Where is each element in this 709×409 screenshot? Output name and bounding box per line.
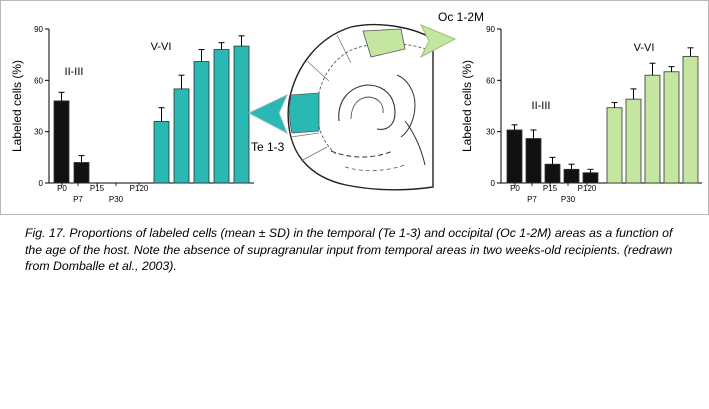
y-axis-label-te: Labeled cells (%): [10, 60, 24, 152]
label-oc: Oc 1-2M: [438, 10, 484, 24]
bar-ii-iii-p15: [544, 163, 561, 184]
bar-v-vi-p30: [213, 49, 230, 184]
legend-v-vi-oc: V-VI: [634, 42, 655, 54]
fiber-tract: [330, 150, 394, 158]
bar-v-vi-p15: [644, 74, 661, 184]
bar-ii-iii-p7: [525, 138, 542, 184]
arrow-oc: [419, 24, 457, 59]
y-axis-oc: 0 30 60 90: [486, 25, 502, 188]
y-tick-label: 30: [486, 128, 495, 137]
x-tick-label-p30: P30: [561, 195, 576, 204]
area-te-highlight: [289, 92, 320, 134]
area-divider: [336, 34, 352, 64]
y-tick-label: 90: [486, 25, 495, 34]
bar-v-vi-p0: [606, 107, 623, 184]
fiber-tract: [344, 164, 406, 171]
bar-v-vi-p30: [663, 71, 680, 184]
x-tick-label-p7: P7: [527, 195, 537, 204]
area-divider: [290, 132, 320, 138]
brain-section-diagram: Te 1-3 Oc 1-2M: [247, 10, 484, 191]
y-axis-te: 0 30 60 90: [34, 25, 50, 188]
thalamus-outline: [404, 120, 426, 166]
y-tick-label: 60: [34, 76, 43, 85]
x-tick-label-p0: P0: [510, 184, 520, 193]
x-tick-label-p120: P120: [578, 184, 597, 193]
y-axis-label-oc: Labeled cells (%): [460, 60, 474, 152]
area-oc-highlight: [362, 28, 406, 58]
x-tick-label-p120: P120: [130, 184, 149, 193]
legend-ii-iii-te: II-III: [65, 66, 84, 78]
bar-ii-iii-p30: [563, 168, 580, 184]
figure-panel: 0 30 60 90 P0 P7 P15 P30 P120 Labeled cells (%)…: [0, 0, 709, 215]
y-tick-label: 0: [491, 179, 496, 188]
bar-v-vi-p0: [153, 121, 170, 184]
x-tick-label-p30: P30: [109, 195, 124, 204]
x-tick-label-p0: P0: [57, 184, 67, 193]
bars-oc: [506, 47, 699, 184]
bar-v-vi-p15: [193, 61, 210, 184]
bar-v-vi-p120: [233, 45, 250, 184]
bar-v-vi-p7: [173, 88, 190, 184]
cortex-inner-border: [316, 42, 427, 156]
chart-te: 0 30 60 90 P0 P7 P15 P30 P120 Labeled cells (%)…: [10, 25, 254, 204]
y-tick-label: 60: [486, 76, 495, 85]
hippocampus-inner: [350, 96, 384, 120]
area-divider: [300, 146, 328, 162]
x-tick-label-p15: P15: [90, 184, 105, 193]
bar-ii-iii-p120: [582, 172, 599, 184]
bars-te: [53, 35, 250, 184]
x-tick-labels-te: P0 P7 P15 P30 P120: [57, 183, 149, 204]
legend-ii-iii-oc: II-III: [532, 100, 551, 112]
y-tick-label: 30: [34, 128, 43, 137]
bar-v-vi-p7: [625, 98, 642, 184]
hippocampus: [338, 84, 396, 130]
y-tick-label: 90: [34, 25, 43, 34]
arrow-te: [247, 93, 289, 135]
x-tick-label-p7: P7: [73, 195, 83, 204]
bar-ii-iii-p7: [73, 162, 90, 184]
ventricle: [396, 74, 416, 138]
label-te: Te 1-3: [251, 140, 285, 154]
legend-v-vi-te: V-VI: [151, 41, 172, 53]
figure-caption: Fig. 17. Proportions of labeled cells (m…: [25, 226, 673, 273]
y-tick-label: 0: [39, 179, 44, 188]
area-divider: [306, 60, 330, 82]
bar-v-vi-p120: [682, 55, 699, 184]
bar-ii-iii-p0: [506, 129, 523, 184]
bar-ii-iii-p0: [53, 100, 70, 184]
x-tick-label-p15: P15: [543, 184, 558, 193]
